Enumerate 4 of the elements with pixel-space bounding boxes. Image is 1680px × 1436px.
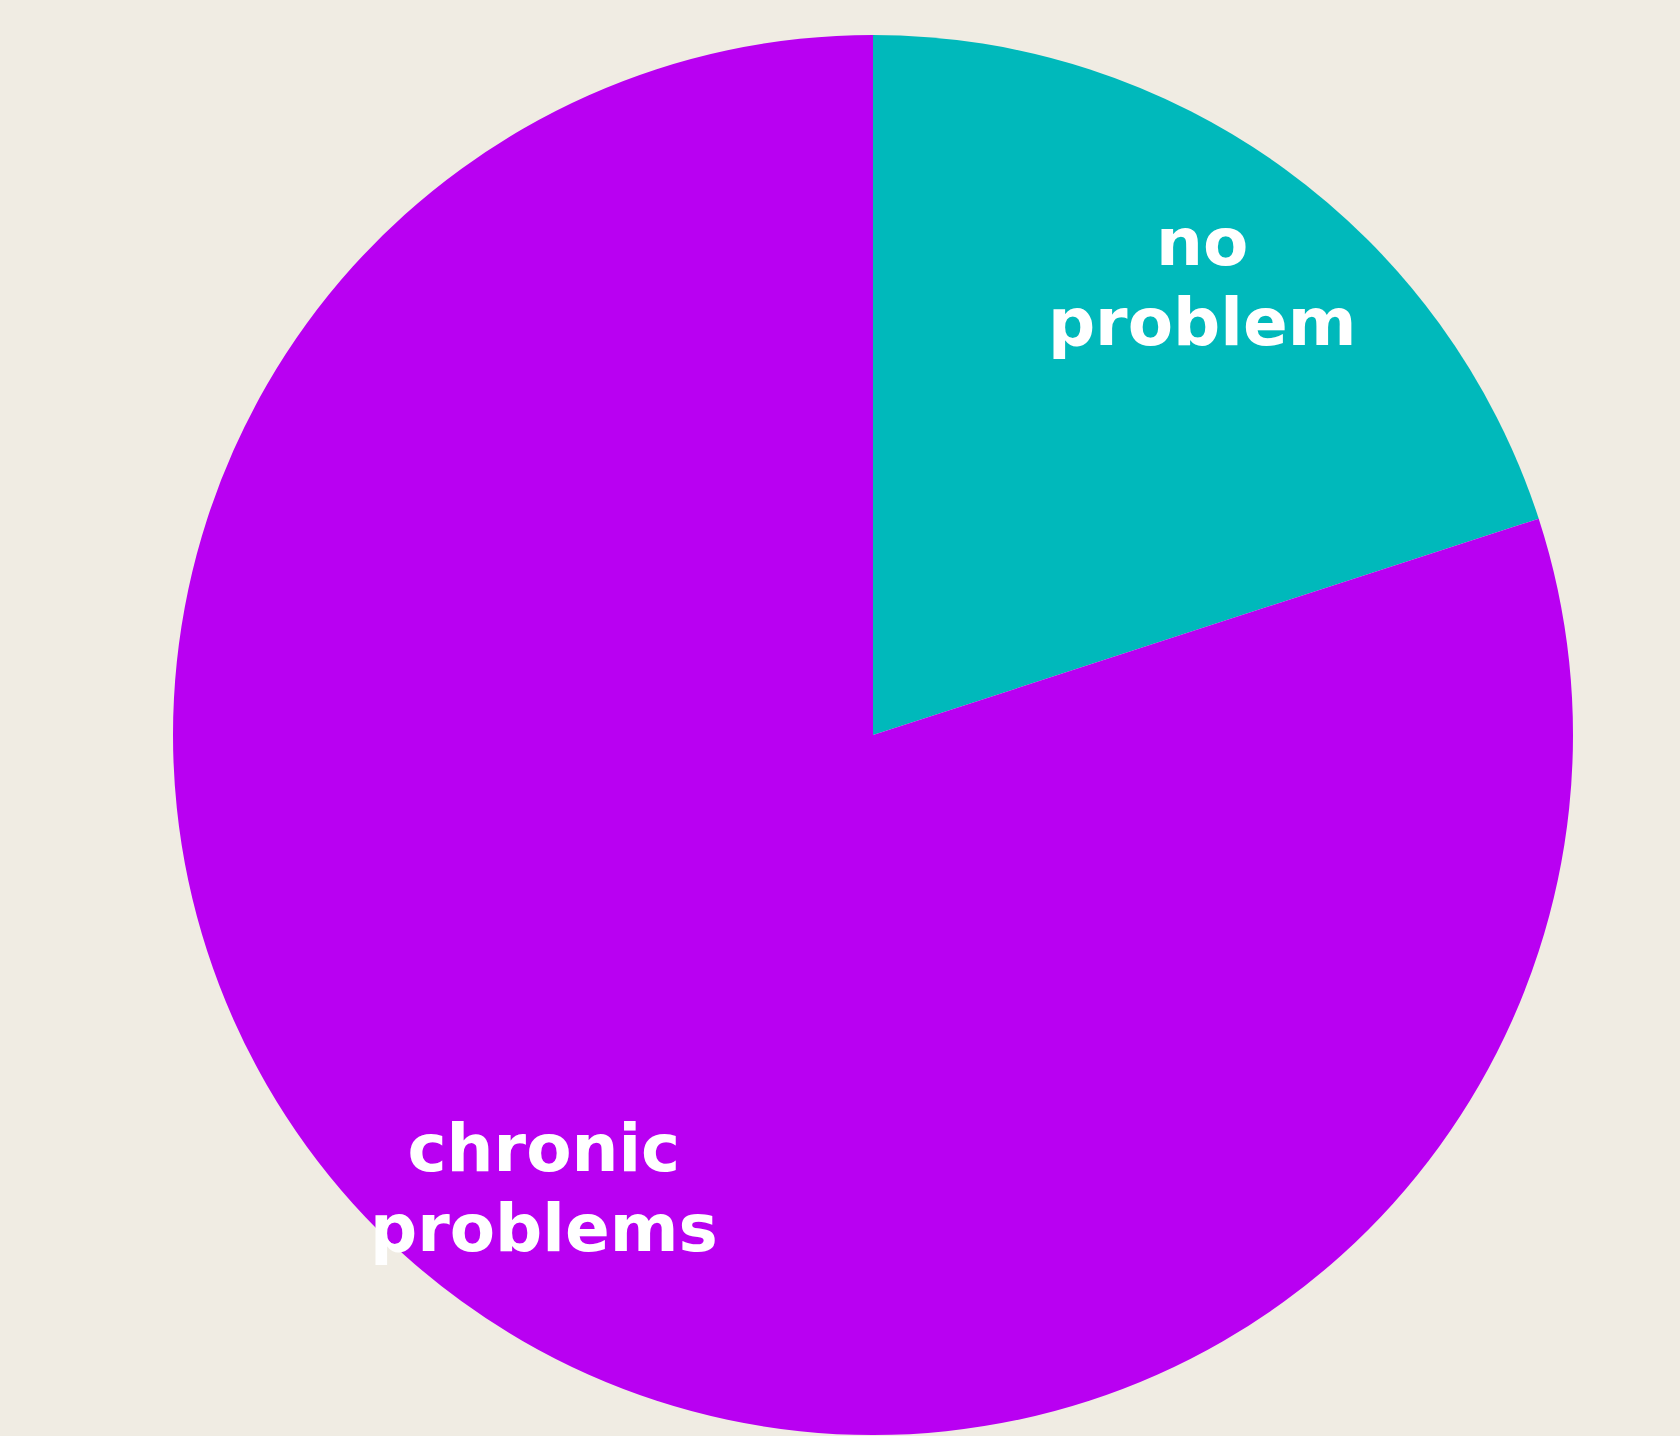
slice-label: chronic problems xyxy=(369,1109,718,1267)
pie-slice xyxy=(173,35,1572,1435)
slice-label: no problem xyxy=(1047,203,1357,361)
pie-slice xyxy=(873,35,1539,735)
